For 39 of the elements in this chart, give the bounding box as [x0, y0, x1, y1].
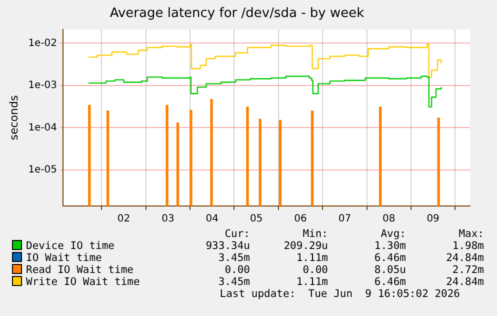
legend-label: IO Wait time: [25, 252, 103, 264]
y-tick-label: 1e-02: [28, 38, 58, 49]
x-tick-label: 05: [250, 214, 263, 225]
x-tick-label: 09: [426, 214, 440, 225]
legend-label: Device IO time: [25, 240, 116, 252]
y-tick-label: 1e-03: [28, 80, 58, 92]
text: 6.46m: [373, 276, 406, 288]
x-tick-label: 04: [206, 214, 219, 225]
text: 6.46m: [373, 252, 406, 264]
text: Max:: [458, 228, 484, 240]
text: 0.00: [224, 264, 250, 276]
x-tick-label: 02: [117, 214, 130, 225]
text: 1.11m: [295, 276, 328, 288]
text: 1.30m: [373, 240, 406, 252]
x-tick-label: 08: [382, 214, 396, 225]
text: 0.00: [302, 264, 328, 276]
text: 3.45m: [217, 276, 250, 288]
x-tick-label: 06: [294, 214, 307, 225]
y-tick-label: 1e-04: [28, 122, 58, 134]
text: 3.45m: [217, 252, 250, 264]
y-tick-label: 1e-05: [28, 164, 58, 176]
legend-label: Write IO Wait time: [25, 276, 141, 288]
text: Cur:: [224, 228, 250, 240]
legend-label: Read IO Wait time: [25, 264, 134, 276]
text: 24.84m: [445, 276, 484, 288]
text: Min:: [302, 228, 328, 240]
text: 933.34u: [204, 240, 250, 252]
x-tick-label: 07: [338, 214, 352, 225]
text: Avg:: [380, 228, 406, 240]
chart-title: Average latency for /dev/sda - by week: [110, 6, 365, 22]
text: 8.05u: [373, 264, 406, 276]
text: 24.84m: [445, 252, 484, 264]
text: 1.11m: [295, 252, 328, 264]
x-tick-label: 03: [162, 214, 174, 225]
text: Last update: Tue Jun 9 16:05:02 2026: [218, 288, 461, 300]
text: 1.98m: [451, 240, 484, 252]
y-axis-title: seconds: [7, 95, 20, 140]
text: 2.72m: [451, 264, 484, 276]
text: 209.29u: [282, 240, 328, 252]
